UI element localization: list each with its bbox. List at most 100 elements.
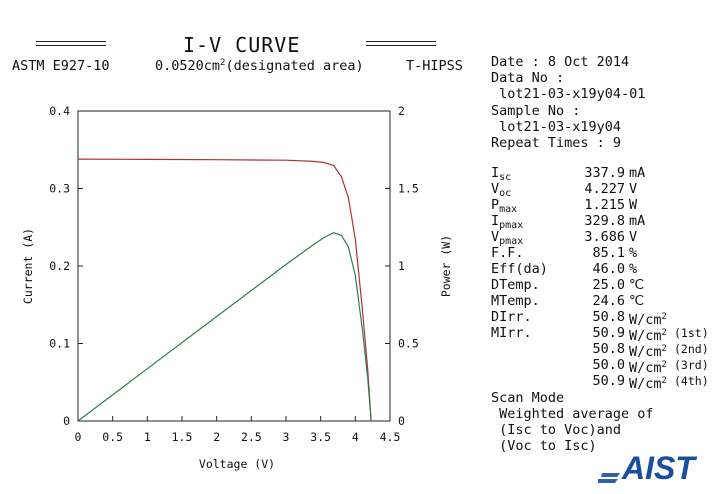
parameter-unit: % [629, 245, 638, 261]
parameter-unit: mA [629, 165, 646, 181]
parameter-row: DTemp. 25.0 ℃ [491, 277, 720, 293]
lab-code: T-HIPSS [406, 58, 463, 74]
x-tick-label: 3.5 [310, 430, 331, 444]
area-value: 0.0520cm [155, 58, 221, 74]
x-tick-label: 0 [75, 430, 82, 444]
scan-mode-block: Scan Mode Weighted average of (Isc to Vo… [491, 390, 654, 454]
parameter-unit: % [629, 261, 638, 277]
date-line: Date : 8 Oct 2014 [491, 54, 630, 70]
parameter-label: Ipmax [491, 213, 524, 231]
parameter-value: 85.1 [592, 245, 625, 261]
parameter-value: 50.9 [592, 325, 625, 341]
sample-no-label: Sample No : [491, 102, 581, 119]
y2-tick-label: 1.5 [398, 182, 419, 196]
y-axis-label: Current (A) [21, 228, 35, 304]
x-tick-label: 4 [352, 430, 359, 444]
parameter-value: 50.8 [592, 309, 625, 325]
x-axis-label: Voltage (V) [199, 457, 275, 471]
y-tick-label: 0.2 [49, 259, 70, 273]
parameter-unit: ℃ [629, 277, 645, 293]
parameter-note: (1st) [674, 326, 709, 340]
title-rule-right [366, 41, 436, 46]
sample-no-value: lot21-03-x19y04 [491, 118, 622, 135]
y-tick-label: 0.1 [49, 337, 70, 351]
x-tick-label: 0.5 [102, 430, 123, 444]
parameter-value: 1.215 [584, 197, 625, 213]
parameter-label: Voc [491, 181, 512, 199]
parameter-label: Vpmax [491, 229, 524, 247]
series-group [77, 158, 372, 422]
parameter-unit: mA [629, 213, 646, 229]
parameter-unit: W/cm2 [629, 344, 667, 360]
y-tick-label: 0.3 [49, 182, 70, 196]
parameter-label: MIrr. [491, 325, 532, 341]
chart-title: I-V CURVE [183, 33, 301, 57]
parameter-row: 50.0 W/cm2 (3rd) [491, 357, 720, 376]
power-curve [77, 232, 372, 422]
y2-tick-label: 2 [398, 104, 405, 118]
area-label: 0.0520cm2(designated area) [155, 58, 364, 74]
parameter-value: 4.227 [584, 181, 625, 197]
y2-tick-label: 0.5 [398, 337, 419, 351]
data-no-value: lot21-03-x19y04-01 [491, 86, 646, 103]
parameter-unit: ℃ [629, 293, 645, 309]
standard-label: ASTM E927-10 [12, 58, 110, 74]
area-exponent: 2 [220, 58, 226, 68]
scan-mode-line1: Weighted average of [491, 406, 654, 422]
parameter-unit: W/cm2 [629, 312, 667, 328]
y2-tick-label: 0 [398, 414, 405, 428]
parameter-unit: W/cm2 [629, 376, 667, 392]
parameter-row: MIrr. 50.9 W/cm2 (1st) [491, 325, 720, 344]
parameter-value: 46.0 [592, 261, 625, 277]
x-tick-label: 2.5 [241, 430, 262, 444]
parameter-label: Isc [491, 165, 512, 183]
parameter-value: 25.0 [592, 277, 625, 293]
scan-mode-line3: (Voc to Isc) [491, 438, 597, 454]
y2-axis-label: Power (W) [439, 235, 453, 297]
parameter-row: 50.8 W/cm2 (2nd) [491, 341, 720, 360]
parameter-unit: W/cm2 [629, 328, 667, 344]
parameter-label: Eff(da) [491, 261, 548, 277]
parameter-value: 50.9 [592, 373, 625, 389]
parameter-unit: W [629, 197, 638, 213]
y-tick-label: 0.4 [49, 104, 70, 118]
parameter-table: Isc 337.9 mA Voc 4.227 V Pmax 1.215 W Ipmax 329.8 m… [491, 165, 720, 392]
parameter-unit: V [629, 181, 638, 197]
parameter-row: 50.9 W/cm2 (4th) [491, 373, 720, 392]
parameter-value: 3.686 [584, 229, 625, 245]
x-tick-label: 1.5 [172, 430, 193, 444]
axis-ticks: 0 0.5 1 1.5 2 2.5 3 3.5 4 4.5 0 0.1 0.2 0.3 0.4 0 0.5 1 1.… [49, 104, 419, 444]
current-curve [77, 158, 372, 422]
parameter-row: Isc 337.9 mA [491, 165, 720, 183]
parameter-row: Ipmax 329.8 mA [491, 213, 720, 231]
parameter-label: Pmax [491, 197, 518, 215]
parameter-value: 50.8 [592, 341, 625, 357]
parameter-row: Pmax 1.215 W [491, 197, 720, 215]
area-note: (designated area) [225, 58, 364, 74]
x-tick-label: 3 [283, 430, 290, 444]
parameter-row: DIrr. 50.8 W/cm2 [491, 309, 720, 328]
parameter-row: Vpmax 3.686 V [491, 229, 720, 247]
y2-tick-label: 1 [398, 259, 405, 273]
scan-mode-line2: (Isc to Voc)and [491, 422, 622, 438]
parameter-note: (2nd) [674, 342, 709, 356]
data-no-label: Data No : [491, 70, 565, 87]
parameter-value: 50.0 [592, 357, 625, 373]
parameter-unit: W/cm2 [629, 360, 667, 376]
iv-chart: 0 0.5 1 1.5 2 2.5 3 3.5 4 4.5 0 0.1 0.2 0.3 0.4 0 0.5 1 1.… [21, 104, 453, 471]
x-tick-label: 2 [213, 430, 220, 444]
parameter-value: 329.8 [584, 213, 625, 229]
parameter-value: 24.6 [592, 293, 625, 309]
parameter-label: F.F. [491, 245, 524, 261]
plot-frame [77, 110, 391, 422]
x-tick-label: 4.5 [380, 430, 401, 444]
aist-logo-text: AIST [621, 450, 697, 486]
repeat-times-line: Repeat Times : 9 [491, 134, 622, 151]
parameter-note: (3rd) [674, 358, 709, 372]
parameter-value: 337.9 [584, 165, 625, 181]
title-rule-left [36, 41, 106, 46]
parameter-unit: V [629, 229, 638, 245]
parameter-label: DIrr. [491, 309, 532, 325]
info-block: Date : 8 Oct 2014 Data No : lot21-03-x19… [491, 54, 645, 151]
parameter-note: (4th) [674, 374, 709, 388]
